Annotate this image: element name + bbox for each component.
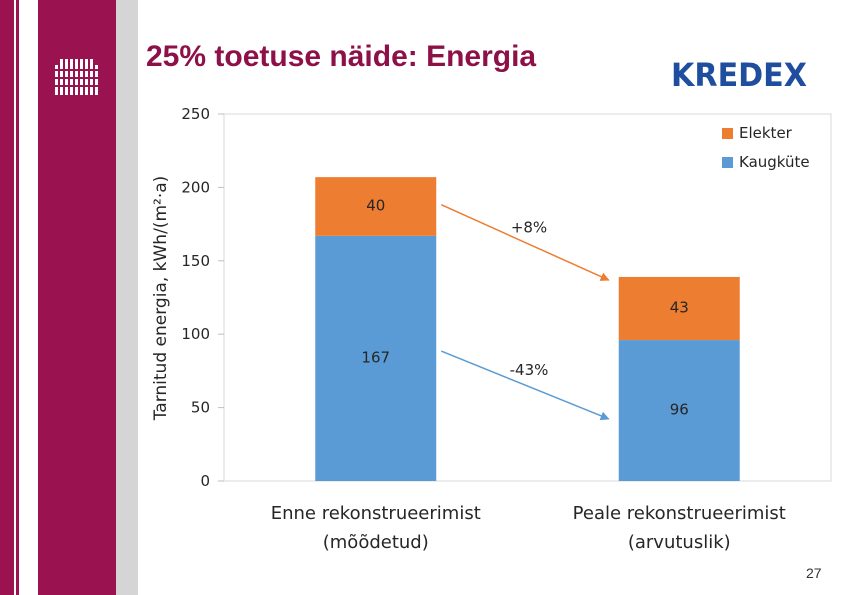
left-decor-band xyxy=(0,0,14,595)
y-tick-label: 0 xyxy=(200,472,210,490)
bar-data-label: 43 xyxy=(670,299,689,317)
legend-swatch xyxy=(722,128,733,139)
change-label: +8% xyxy=(511,218,547,236)
left-decor-stripe xyxy=(16,0,19,595)
x-category-label: (arvutuslik) xyxy=(628,532,731,553)
y-tick-label: 50 xyxy=(191,399,210,417)
page-number: 27 xyxy=(806,565,822,581)
institution-logo-icon xyxy=(55,59,99,95)
bar-data-label: 96 xyxy=(670,401,689,419)
left-decor-grey xyxy=(116,0,138,595)
kredex-logo: KREDEX xyxy=(671,56,807,94)
left-decor-panel xyxy=(38,0,116,595)
slide-title: 25% toetuse näide: Energia xyxy=(146,40,537,73)
x-category-label: Peale rekonstrueerimist xyxy=(573,503,786,524)
y-tick-label: 250 xyxy=(181,105,210,123)
y-tick-label: 100 xyxy=(181,325,210,343)
legend-label: Elekter xyxy=(739,124,793,142)
legend-swatch xyxy=(722,157,733,168)
y-axis-label: Tarnitud energia, kWh/(m²·a) xyxy=(151,176,171,422)
change-arrow xyxy=(440,350,610,421)
change-arrow xyxy=(440,204,610,281)
bar-kaugkute-0 xyxy=(315,235,437,481)
change-label: -43% xyxy=(510,361,549,379)
bar-elekter-0 xyxy=(315,177,437,236)
bar-data-label: 40 xyxy=(366,196,385,214)
legend-label: Kaugküte xyxy=(739,153,810,171)
y-tick-label: 200 xyxy=(181,178,210,196)
x-category-label: Enne rekonstrueerimist xyxy=(271,503,481,524)
bar-kaugkute-1 xyxy=(618,340,740,481)
x-category-label: (mõõdetud) xyxy=(323,532,429,553)
bar-elekter-1 xyxy=(618,276,740,341)
kredex-logo-text: KREDEX xyxy=(671,56,807,94)
y-tick-label: 150 xyxy=(181,252,210,270)
bar-data-label: 167 xyxy=(361,348,390,366)
